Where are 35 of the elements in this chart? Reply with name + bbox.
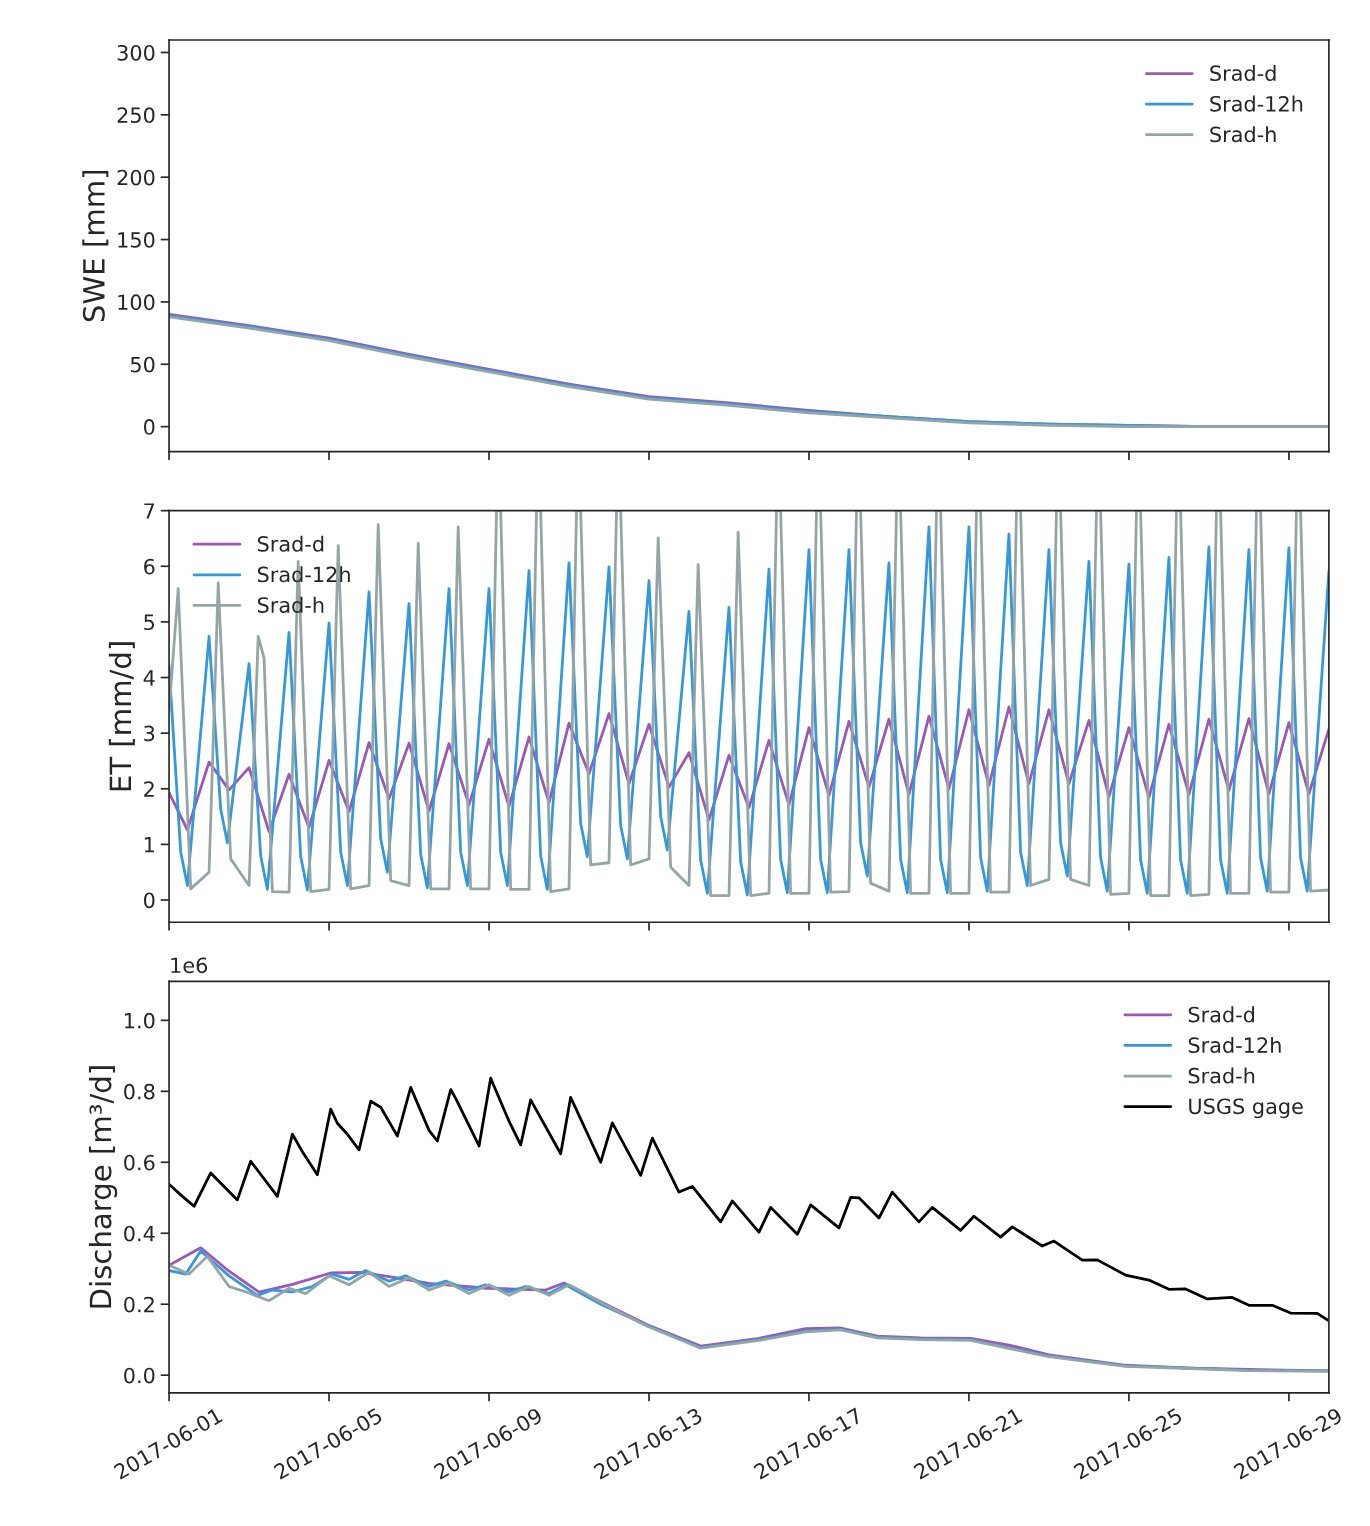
y-axis-title: Discharge [m³/d] [88,1066,118,1308]
legend-label: Srad-d [257,535,324,552]
y-tick-label: 250 [117,107,155,124]
y-tick-label: 4 [143,670,155,686]
y-axis-title: ET [mm/d] [108,642,135,791]
legend-label: USGS gage [1189,1098,1303,1119]
legend-label: Srad-h [1210,126,1276,143]
y-tick-label: 200 [117,169,155,186]
legend-label: Srad-12h [257,566,350,583]
y-tick-label: 5 [144,614,155,631]
y-tick-label: 7 [144,503,155,519]
legend-label: Srad-12h [1188,1036,1281,1054]
y-tick-label: 0.0 [124,1367,155,1384]
legend-label: Srad-d [1188,1006,1255,1023]
y-tick-label: 150 [118,232,155,248]
y-axis-title: SWE [mm] [82,170,109,322]
y-tick-label: 0.4 [124,1225,155,1242]
y-tick-label: 0 [143,892,155,909]
y-tick-label: 0.6 [124,1154,155,1171]
text: 1e6 [171,957,208,974]
y-tick-label: 50 [130,356,155,373]
y-tick-label: 1 [144,837,154,853]
y-tick-label: 0 [143,419,155,435]
y-tick-label: 100 [118,294,155,311]
y-tick-label: 2 [144,781,154,797]
y-tick-label: 3 [144,725,155,742]
legend-label: Srad-h [1188,1067,1255,1084]
y-tick-label: 6 [144,558,155,575]
legend-label: Srad-d [1210,64,1276,82]
legend-label: Srad-12h [1210,95,1303,112]
legend-label: Srad-h [257,596,324,613]
y-tick-label: 0.2 [124,1296,154,1313]
y-tick-label: 1.0 [125,1012,155,1029]
y-tick-label: 0.8 [124,1083,155,1100]
y-tick-label: 300 [117,44,155,61]
